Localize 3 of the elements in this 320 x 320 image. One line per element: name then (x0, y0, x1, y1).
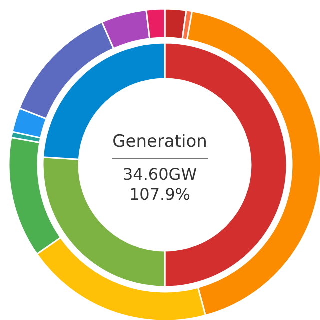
text: 34.60GW (122, 165, 198, 185)
text: Generation (112, 132, 208, 152)
text: 107.9% (128, 185, 192, 205)
